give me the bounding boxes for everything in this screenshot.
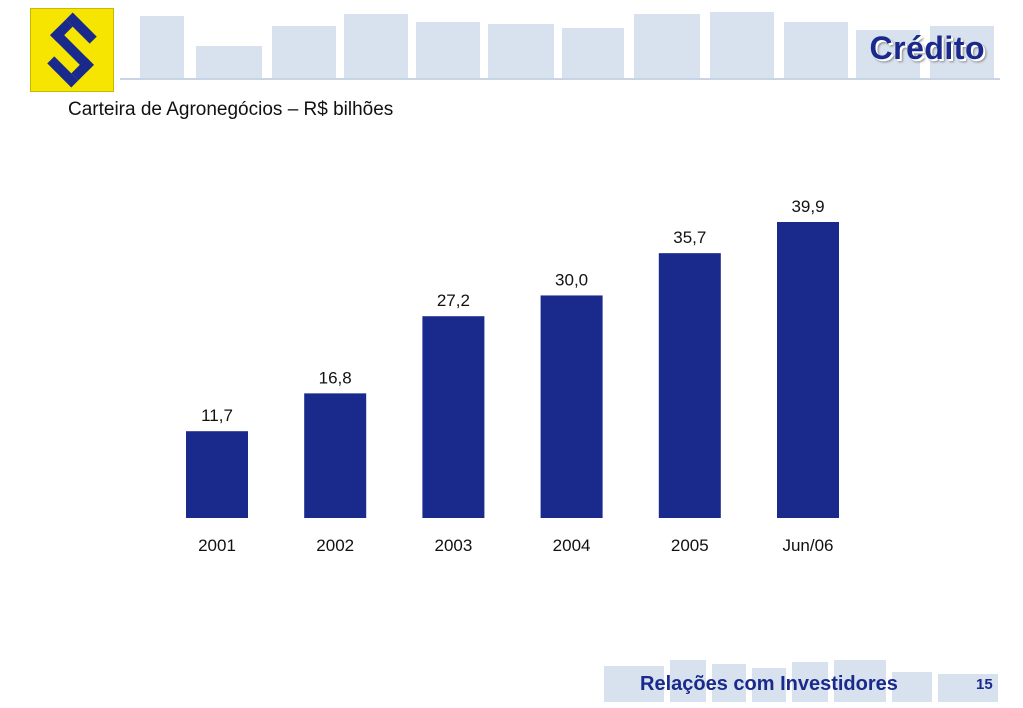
footer-label: Relações com Investidores — [640, 673, 898, 695]
bar-2002 — [304, 393, 367, 518]
x-tick-label-2002: 2002 — [316, 536, 354, 555]
x-tick-label-Jun-06: Jun/06 — [782, 536, 833, 555]
x-tick-label-2001: 2001 — [198, 536, 236, 555]
bar-2005 — [658, 253, 721, 518]
chart-title: Carteira de Agronegócios – R$ bilhões — [68, 99, 394, 120]
data-label-2004: 30,0 — [555, 270, 588, 289]
data-label-2002: 16,8 — [319, 368, 352, 387]
header-divider — [120, 78, 1000, 80]
page-number: 15 — [976, 676, 993, 693]
bar-2001 — [186, 431, 248, 518]
bar-2003 — [422, 316, 485, 518]
section-title: Crédito — [869, 30, 985, 66]
footer-decorative-band — [604, 660, 998, 702]
x-tick-label-2005: 2005 — [671, 536, 709, 555]
x-tick-label-2003: 2003 — [434, 536, 472, 555]
data-label-2001: 11,7 — [201, 406, 233, 425]
data-label-2003: 27,2 — [437, 291, 470, 310]
bar-Jun-06 — [777, 222, 839, 518]
x-tick-label-2004: 2004 — [553, 536, 591, 555]
data-label-Jun-06: 39,9 — [791, 197, 824, 216]
banco-do-brasil-logo-icon — [30, 8, 114, 92]
data-label-2005: 35,7 — [673, 228, 706, 247]
bar-2004 — [540, 295, 603, 518]
header-decorative-band — [140, 12, 994, 80]
